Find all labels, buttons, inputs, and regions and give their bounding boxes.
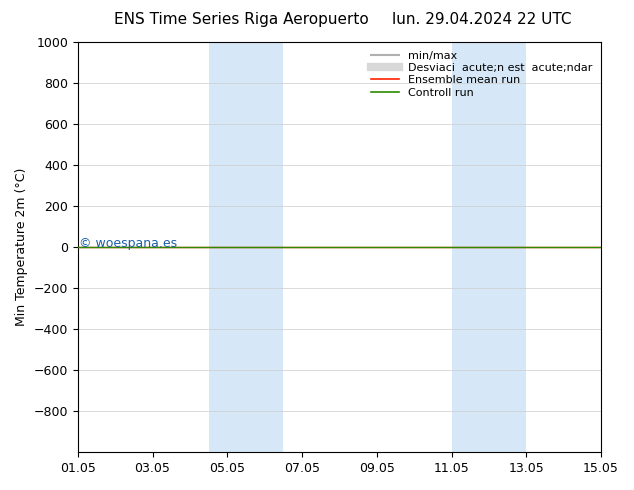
Bar xyxy=(209,42,246,452)
Bar xyxy=(451,42,489,452)
Text: ENS Time Series Riga Aeropuerto: ENS Time Series Riga Aeropuerto xyxy=(113,12,368,27)
Bar xyxy=(246,42,283,452)
Text: © woespana.es: © woespana.es xyxy=(79,237,177,250)
Text: lun. 29.04.2024 22 UTC: lun. 29.04.2024 22 UTC xyxy=(392,12,572,27)
Bar xyxy=(489,42,526,452)
Legend: min/max, Desviaci  acute;n est  acute;ndar, Ensemble mean run, Controll run: min/max, Desviaci acute;n est acute;ndar… xyxy=(368,48,595,101)
Y-axis label: Min Temperature 2m (°C): Min Temperature 2m (°C) xyxy=(15,168,28,326)
